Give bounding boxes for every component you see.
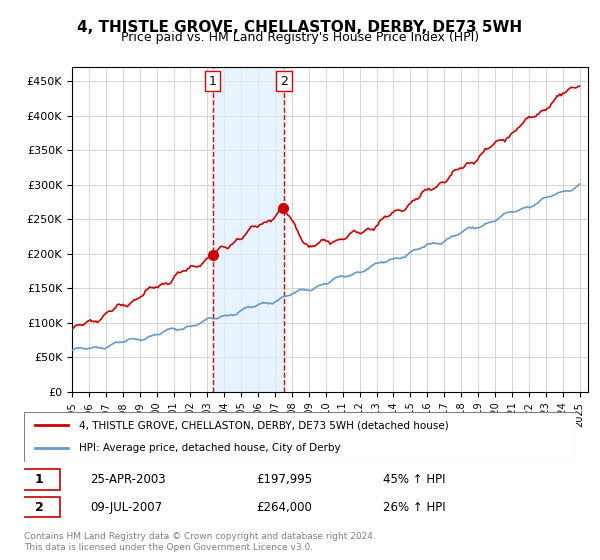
Text: 45% ↑ HPI: 45% ↑ HPI	[383, 473, 445, 486]
Text: HPI: Average price, detached house, City of Derby: HPI: Average price, detached house, City…	[79, 444, 341, 454]
Text: 2: 2	[280, 74, 288, 87]
Text: Price paid vs. HM Land Registry's House Price Index (HPI): Price paid vs. HM Land Registry's House …	[121, 31, 479, 44]
Text: 2: 2	[35, 501, 43, 514]
Text: 4, THISTLE GROVE, CHELLASTON, DERBY, DE73 5WH: 4, THISTLE GROVE, CHELLASTON, DERBY, DE7…	[77, 20, 523, 35]
Bar	[213, 67, 284, 392]
FancyBboxPatch shape	[19, 497, 60, 517]
FancyBboxPatch shape	[19, 469, 60, 489]
Text: Contains HM Land Registry data © Crown copyright and database right 2024.
This d: Contains HM Land Registry data © Crown c…	[24, 532, 376, 552]
FancyBboxPatch shape	[24, 412, 576, 462]
Text: 09-JUL-2007: 09-JUL-2007	[90, 501, 163, 514]
Text: 1: 1	[209, 74, 217, 87]
Text: 25-APR-2003: 25-APR-2003	[90, 473, 166, 486]
Text: £264,000: £264,000	[256, 501, 312, 514]
Text: 4, THISTLE GROVE, CHELLASTON, DERBY, DE73 5WH (detached house): 4, THISTLE GROVE, CHELLASTON, DERBY, DE7…	[79, 420, 449, 430]
Text: 26% ↑ HPI: 26% ↑ HPI	[383, 501, 445, 514]
Text: 1: 1	[35, 473, 43, 486]
Text: £197,995: £197,995	[256, 473, 312, 486]
